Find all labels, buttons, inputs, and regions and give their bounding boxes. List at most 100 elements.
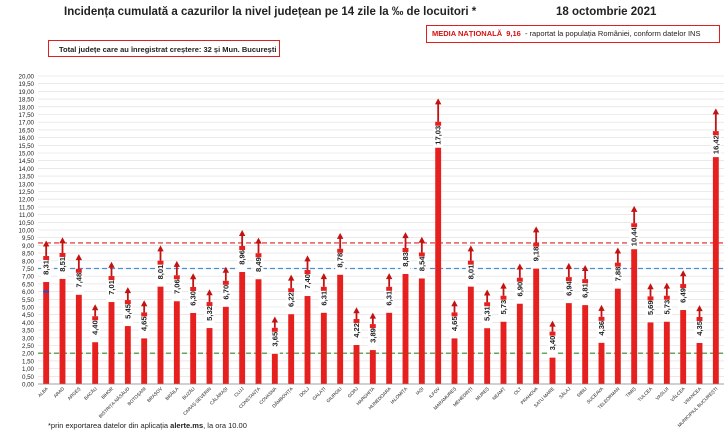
category-label: BRĂILA: [164, 385, 180, 401]
y-tick-label: 3,00: [22, 335, 35, 342]
trend-arrow-head: [238, 229, 246, 236]
footnote: *prin exportarea datelor din aplicația a…: [48, 421, 247, 430]
y-tick-label: 2,00: [22, 351, 35, 358]
value-label-background: [73, 272, 84, 295]
y-tick-label: 5,50: [22, 297, 35, 304]
trend-arrow-head: [42, 240, 50, 247]
trend-arrow-head: [108, 261, 115, 268]
category-label: GORJ: [347, 386, 360, 399]
category-label: TULCEA: [637, 386, 654, 403]
trend-arrow-head: [320, 273, 328, 280]
footnote-prefix: *prin exportarea datelor din aplicația: [48, 421, 171, 430]
value-label-background: [155, 264, 166, 287]
category-label: ARAD: [53, 386, 66, 399]
y-tick-label: 8,50: [22, 251, 35, 258]
value-label: 8,49: [254, 257, 263, 272]
bar: [369, 324, 376, 384]
value-label: 3,40: [548, 336, 557, 351]
y-tick-label: 12,00: [19, 197, 35, 204]
value-label: 6,90: [515, 282, 524, 297]
value-label-background: [269, 331, 280, 354]
value-label-background: [302, 274, 313, 297]
y-tick-label: 3,50: [22, 328, 35, 335]
value-label-background: [286, 292, 297, 315]
bar: [59, 252, 66, 384]
bar: [206, 302, 213, 384]
bar: [712, 131, 719, 384]
trend-arrow-head: [287, 274, 295, 281]
bar: [435, 121, 442, 384]
y-tick-label: 10,00: [19, 228, 35, 235]
value-label-background: [514, 281, 525, 304]
bar: [271, 327, 278, 384]
y-tick-label: 0,00: [22, 382, 35, 389]
value-label-background: [122, 304, 133, 327]
y-tick-label: 0,50: [22, 374, 35, 381]
y-tick-label: 11,50: [19, 204, 35, 211]
bar: [402, 248, 409, 384]
value-label: 5,32: [205, 306, 214, 321]
value-label-background: [400, 252, 411, 275]
bar: [614, 262, 621, 384]
bar: [582, 279, 589, 384]
category-label: VASLUI: [655, 386, 670, 401]
trend-arrow-head: [598, 304, 605, 311]
chart-date: 18 octombrie 2021: [556, 6, 657, 18]
bar: [451, 312, 458, 384]
value-label: 8,01: [466, 264, 475, 280]
y-tick-label: 17,50: [19, 112, 35, 119]
category-label: ALBA: [37, 386, 50, 399]
trend-arrow-head: [500, 282, 507, 289]
value-label-background: [204, 306, 215, 329]
y-tick-label: 19,50: [19, 81, 35, 88]
value-label-background: [139, 316, 150, 339]
y-tick-label: 7,00: [22, 274, 35, 281]
y-tick-label: 2,50: [22, 343, 35, 350]
category-label: GIURGIU: [325, 386, 342, 403]
bar: [418, 252, 425, 384]
bar: [190, 286, 197, 384]
footnote-suffix: , la ora 10.00: [203, 421, 247, 430]
value-label: 8,83: [401, 252, 410, 267]
category-label: IALOMIȚA: [390, 386, 409, 405]
trend-arrow-head: [451, 300, 458, 307]
category-label: BUZĂU: [181, 385, 196, 400]
value-label: 3,65: [270, 331, 279, 347]
bar: [484, 302, 491, 384]
category-label: OLT: [513, 386, 523, 396]
value-label: 7,01: [107, 279, 116, 295]
category-label: TIMIȘ: [625, 386, 637, 398]
y-tick-label: 11,00: [19, 212, 35, 219]
value-label-background: [237, 250, 248, 273]
value-label: 4,35: [695, 320, 704, 336]
bar: [516, 277, 523, 384]
y-tick-label: 9,50: [22, 235, 35, 242]
trend-arrow-head: [679, 270, 687, 277]
category-label: BIHOR: [100, 386, 114, 400]
category-label: BACĂU: [82, 385, 97, 400]
trend-arrow-head: [336, 232, 344, 239]
national-average-value: 9,16: [506, 29, 521, 38]
value-label: 6,49: [679, 288, 688, 303]
value-label: 4,65: [140, 316, 149, 332]
bar: [500, 295, 507, 384]
bar: [386, 286, 393, 384]
value-label: 8,31: [42, 259, 51, 275]
value-label: 5,73: [662, 300, 671, 315]
trend-arrow-head: [663, 282, 671, 289]
value-label: 5,45: [123, 303, 132, 319]
y-tick-label: 12,50: [19, 189, 35, 196]
trend-arrow-head: [516, 263, 524, 270]
bar: [663, 295, 670, 384]
category-label: BISTRIȚA-NĂSĂUD: [97, 385, 131, 419]
value-label: 8,51: [58, 256, 67, 272]
y-tick-label: 7,50: [22, 266, 35, 273]
value-label-background: [498, 299, 509, 322]
category-label: IAȘI: [415, 386, 425, 396]
value-label: 6,81: [581, 282, 590, 298]
value-label-background: [531, 246, 542, 269]
trend-arrow-head: [647, 283, 654, 290]
y-tick-label: 1,50: [22, 358, 35, 365]
value-label-background: [694, 321, 705, 344]
